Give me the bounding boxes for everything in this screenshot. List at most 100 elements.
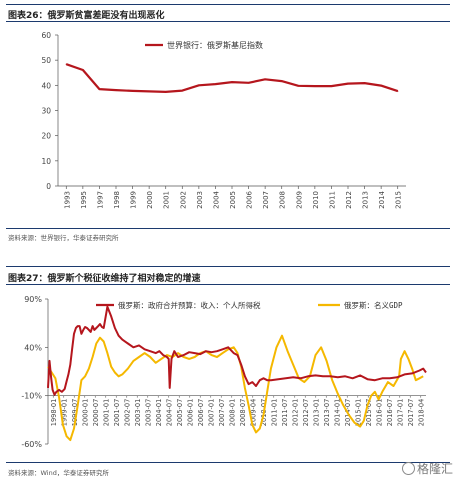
y-tick-label: 20 <box>41 132 51 141</box>
legend-background <box>116 299 288 311</box>
x-tick-label: 2015-07 <box>365 399 373 427</box>
x-tick-label: 2017-07 <box>407 399 415 427</box>
y-tick-label: -10% <box>21 392 42 401</box>
legend-background <box>342 299 426 311</box>
x-tick-label: 1999 <box>130 191 138 209</box>
x-tick-label: 2015-01 <box>355 399 363 427</box>
y-tick-label: 40% <box>24 343 42 352</box>
x-tick-label: 2009-04 <box>250 399 258 427</box>
series-line-nominal-gdp <box>47 334 424 442</box>
x-tick-label: 1997 <box>96 191 104 209</box>
data-point <box>231 81 233 83</box>
x-tick-label: 2004-01 <box>155 399 163 427</box>
data-point <box>198 84 200 86</box>
x-tick-label: 2008-07 <box>239 399 247 427</box>
x-tick-label: 2004 <box>212 190 220 208</box>
figure-26-top-rule <box>6 4 450 5</box>
x-tick-label: 2013 <box>362 191 370 209</box>
x-tick-label: 2006 <box>246 190 254 208</box>
x-tick-label: 2002 <box>179 191 187 209</box>
x-tick-label: 2010 <box>312 191 320 209</box>
data-point <box>264 78 266 80</box>
data-point <box>214 83 217 85</box>
data-point <box>165 91 167 93</box>
x-tick-label: 2004-07 <box>166 399 174 427</box>
x-tick-label: 2009 <box>295 191 303 209</box>
x-tick-label: 2006-07 <box>197 399 205 427</box>
figure-27-bottom-rule <box>6 462 450 463</box>
y-tick-label: 30 <box>41 107 51 116</box>
x-tick-label: 1998 <box>113 191 121 209</box>
x-tick-label: 2001-01 <box>103 399 111 427</box>
y-tick-label: 40 <box>41 81 51 90</box>
x-tick-label: 2014-01 <box>334 399 342 427</box>
x-tick-label: 2011-01 <box>271 399 279 427</box>
x-tick-label: 2001-07 <box>113 399 121 427</box>
data-point <box>314 85 316 87</box>
x-tick-label: 2007-01 <box>208 399 216 427</box>
legend-label: 世界银行：俄罗斯基尼指数 <box>167 40 263 50</box>
x-tick-label: 2017-01 <box>397 399 405 427</box>
watermark-logo-icon <box>401 462 415 475</box>
y-tick-label: 90% <box>24 295 42 304</box>
figure-26-title-rule <box>6 21 450 22</box>
x-tick-label: 1999-07 <box>71 399 79 427</box>
legend-label: 俄罗斯：名义GDP <box>344 300 403 310</box>
x-tick-label: 2012-01 <box>292 399 300 427</box>
x-tick-label: 2013-01 <box>313 399 321 427</box>
data-point <box>247 82 250 84</box>
x-tick-label: 2007 <box>262 191 270 209</box>
y-tick-label: 50 <box>41 56 51 65</box>
data-point <box>115 89 117 91</box>
x-tick-label: 2001 <box>163 191 171 209</box>
x-tick-label: 1995 <box>80 191 88 209</box>
data-point <box>65 63 67 65</box>
figure-26-source: 资料来源：世界银行，华泰证券研究所 <box>8 234 119 242</box>
watermark-text: 格隆汇 <box>416 462 453 476</box>
data-point <box>297 85 299 87</box>
figure-26-title: 图表26：俄罗斯贫富差距没有出现恶化 <box>8 11 165 21</box>
data-point <box>330 85 333 87</box>
figure-26-bottom-rule <box>6 228 450 229</box>
data-point <box>82 69 84 71</box>
x-tick-label: 2016-01 <box>376 399 384 427</box>
figure-27-title: 图表27：俄罗斯个税征收维持了相对稳定的增速 <box>8 274 201 284</box>
data-point <box>131 90 134 92</box>
series-line-income-tax <box>47 305 427 396</box>
x-tick-label: 2013-07 <box>323 399 331 427</box>
watermark: 格隆汇 <box>401 460 453 477</box>
figure-27-top-rule <box>6 266 450 267</box>
x-tick-label: 2003-01 <box>134 399 142 427</box>
x-tick-label: 2000 <box>146 191 154 209</box>
data-point <box>281 80 283 82</box>
x-tick-label: 2002-07 <box>124 399 132 427</box>
x-tick-label: 2016-07 <box>386 399 394 427</box>
x-tick-label: 2015 <box>395 191 403 209</box>
x-tick-label: 2000-01 <box>82 399 90 427</box>
data-point <box>98 88 101 90</box>
chart-gini-index: 0 10 20 30 40 50 60 1993 1995 1997 1998 1999 2000 200… <box>41 31 406 209</box>
x-tick-label: 2003 <box>196 191 204 209</box>
x-tick-label: 1999-01 <box>61 399 69 427</box>
x-tick-label: 2003-07 <box>145 399 153 427</box>
y-tick-label: 0 <box>46 182 51 191</box>
x-tick-label: 2007-07 <box>218 399 226 427</box>
data-point <box>148 90 150 92</box>
x-tick-label: 2008-01 <box>229 399 237 427</box>
data-point <box>181 90 183 92</box>
x-tick-label: 2005 <box>229 191 237 209</box>
x-tick-label: 2005-07 <box>176 399 184 427</box>
x-tick-label: 1993 <box>63 191 71 209</box>
x-tick-label: 1998-01 <box>50 399 58 427</box>
legend-label: 俄罗斯：政府合并预算：收入：个人所得税 <box>118 300 261 310</box>
x-tick-label: 2012-07 <box>302 399 310 427</box>
figure-27-title-rule <box>6 284 450 285</box>
data-point <box>347 82 349 85</box>
y-tick-label: 10 <box>41 157 51 166</box>
data-point <box>397 90 399 92</box>
data-point <box>380 84 382 87</box>
x-tick-label: 2011 <box>328 191 336 209</box>
y-tick-label: -60% <box>21 440 42 449</box>
x-tick-label: 2000-07 <box>92 399 100 427</box>
